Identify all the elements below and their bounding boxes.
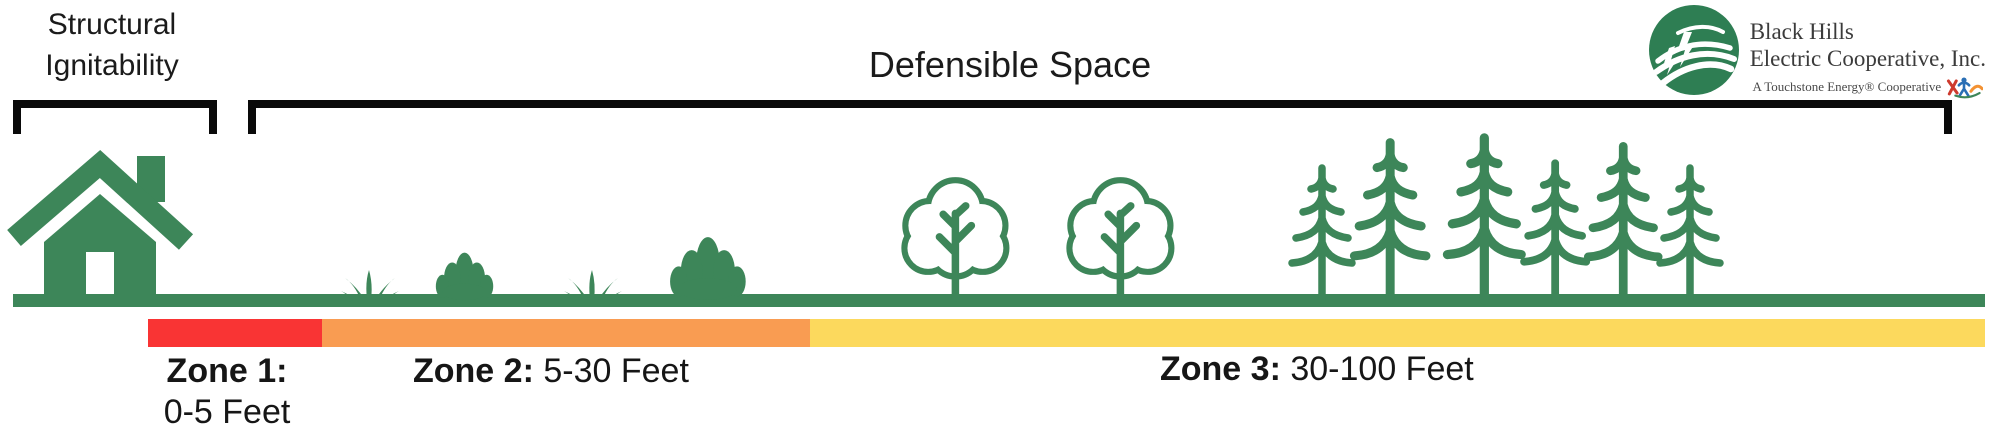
- pine-tree-icon: [1292, 168, 1352, 300]
- touchstone-tagline-row: A Touchstone Energy® Cooperative: [1750, 75, 1986, 99]
- pine-tree-icon: [1447, 138, 1521, 300]
- zone-1-range: 0-5 Feet: [163, 393, 291, 429]
- zone-3-label: Zone 3: 30-100 Feet: [1160, 349, 1474, 390]
- bush-icon: [670, 237, 746, 300]
- grass-icon: [564, 270, 622, 302]
- touchstone-energy-icon: [1947, 77, 1984, 99]
- zone-bar-segment-2: [322, 319, 810, 347]
- zone-bar-segment-3: [810, 319, 1985, 347]
- zone-bar-segment-1: [148, 319, 322, 347]
- company-name-line1: Black Hills: [1749, 19, 1854, 44]
- pine-tree-icon: [1354, 143, 1426, 300]
- house-icon: [7, 149, 194, 294]
- pine-tree-icon: [1588, 146, 1658, 300]
- touchstone-tagline: A Touchstone Energy® Cooperative: [1752, 79, 1942, 95]
- zone-3-range: 30-100 Feet: [1290, 350, 1474, 388]
- black-hills-logo: Black Hills Electric Cooperative, Inc. A…: [1648, 4, 1986, 99]
- black-hills-logo-mark-icon: [1648, 5, 1739, 95]
- bush-icon: [435, 252, 494, 301]
- structural-ignitability-label: Structural Ignitability: [0, 4, 224, 86]
- grass-icon: [341, 270, 399, 302]
- zone-1-label: Zone 1: 0-5 Feet: [106, 351, 348, 429]
- defensible-space-label: Defensible Space: [868, 44, 1152, 85]
- defensible-space-bracket: [248, 100, 1952, 134]
- zone-2-range: 5-30 Feet: [543, 352, 689, 390]
- structural-ignitability-line2: Ignitability: [45, 49, 179, 82]
- pine-tree-icon: [1524, 163, 1586, 300]
- company-name-line2: Electric Cooperative, Inc.: [1749, 46, 1986, 72]
- deciduous-tree-icon: [1072, 183, 1168, 298]
- structural-ignitability-line1: Structural: [47, 8, 177, 41]
- ground-line: [13, 294, 1985, 307]
- zone-3-name: Zone 3:: [1160, 350, 1281, 388]
- structural-ignitability-bracket: [13, 100, 217, 134]
- zone-2-label: Zone 2: 5-30 Feet: [413, 351, 689, 392]
- black-hills-logo-text: Black Hills Electric Cooperative, Inc. A…: [1750, 4, 1986, 99]
- zone-bar: [148, 319, 1985, 347]
- zone-2-name: Zone 2:: [413, 352, 534, 390]
- pine-tree-icon: [1660, 168, 1720, 300]
- deciduous-tree-icon: [907, 183, 1003, 298]
- zone-1-name: Zone 1:: [166, 352, 288, 390]
- house-door: [86, 252, 114, 294]
